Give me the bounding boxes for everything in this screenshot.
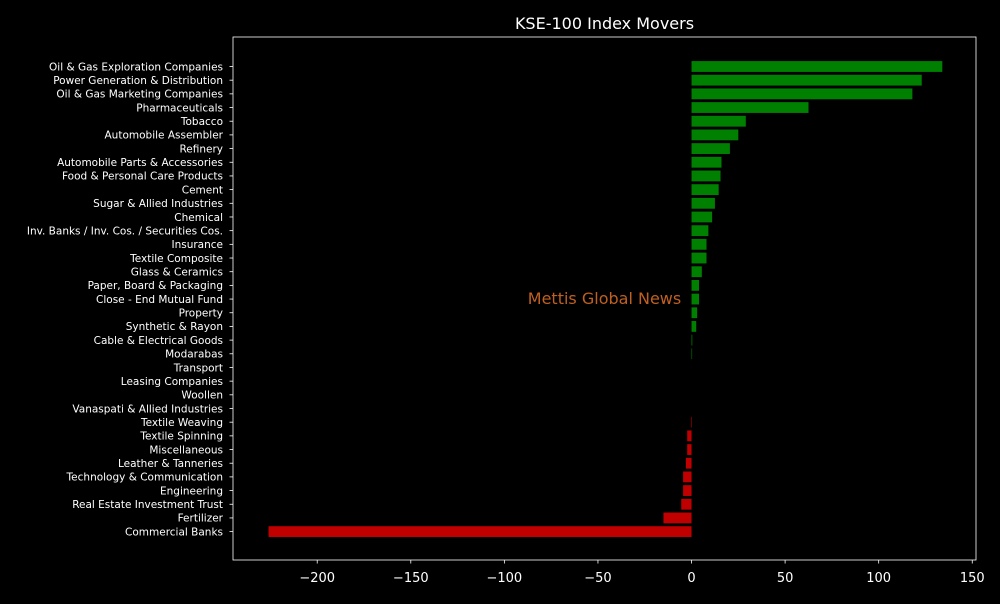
category-label: Inv. Banks / Inv. Cos. / Securities Cos. <box>27 225 223 237</box>
category-label: Glass & Ceramics <box>131 267 223 279</box>
x-tick-label: −200 <box>299 571 335 586</box>
bar-4 <box>691 115 746 127</box>
bar-12 <box>691 225 709 237</box>
category-label: Textile Spinning <box>139 431 223 443</box>
x-tick-label: 100 <box>866 571 891 586</box>
bar-11 <box>691 211 713 223</box>
bar-5 <box>691 129 739 141</box>
bar-13 <box>691 238 707 250</box>
x-tick-label: 150 <box>960 571 985 586</box>
category-label: Textile Composite <box>129 253 223 265</box>
category-label: Oil & Gas Marketing Companies <box>56 89 223 101</box>
category-label: Woollen <box>181 390 223 402</box>
category-label: Property <box>179 308 223 320</box>
watermark-text: Mettis Global News <box>528 289 681 308</box>
bar-1 <box>691 74 922 86</box>
category-label: Modarabas <box>165 349 223 361</box>
plot-area-frame <box>232 36 977 561</box>
category-label: Commercial Banks <box>125 526 223 538</box>
category-label: Synthetic & Rayon <box>126 321 223 333</box>
bar-7 <box>691 156 722 168</box>
category-label: Cable & Electrical Goods <box>94 335 223 347</box>
category-label: Leasing Companies <box>121 376 223 388</box>
bar-14 <box>691 252 707 264</box>
category-label: Chemical <box>174 212 223 224</box>
category-label: Insurance <box>171 239 223 251</box>
bar-18 <box>691 307 698 319</box>
bar-20 <box>691 334 693 346</box>
bar-32 <box>681 498 692 510</box>
bar-34 <box>268 526 692 538</box>
bar-15 <box>691 266 702 278</box>
category-label: Pharmaceuticals <box>136 102 223 114</box>
category-label: Engineering <box>160 485 223 497</box>
x-tick-label: 0 <box>687 571 695 586</box>
x-tick-label: 50 <box>777 571 794 586</box>
category-labels: Oil & Gas Exploration Companies Power Gen… <box>27 61 233 538</box>
bar-8 <box>691 170 721 182</box>
bar-30 <box>683 471 692 483</box>
category-label: Automobile Parts & Accessories <box>57 157 223 169</box>
bar-2 <box>691 88 913 100</box>
bar-27 <box>687 430 692 442</box>
category-label: Cement <box>182 184 223 196</box>
bar-16 <box>691 279 700 291</box>
bar-28 <box>687 444 692 455</box>
bar-17 <box>691 293 700 305</box>
category-label: Automobile Assembler <box>105 130 224 142</box>
category-label: Refinery <box>179 143 223 155</box>
category-label: Vanaspati & Allied Industries <box>72 403 223 415</box>
category-label: Transport <box>173 362 223 374</box>
x-tick-label: −50 <box>584 571 611 586</box>
category-label: Oil & Gas Exploration Companies <box>49 61 223 73</box>
bar-0 <box>691 61 943 72</box>
category-label: Sugar & Allied Industries <box>93 198 223 210</box>
bar-29 <box>685 457 692 469</box>
chart-title: KSE-100 Index Movers <box>515 14 694 33</box>
x-tick-label: −100 <box>487 571 523 586</box>
x-tick-label: −150 <box>393 571 429 586</box>
bar-9 <box>691 184 719 196</box>
category-label: Power Generation & Distribution <box>53 75 223 87</box>
bar-33 <box>663 512 692 524</box>
category-label: Close - End Mutual Fund <box>96 294 223 306</box>
bar-26 <box>690 416 692 428</box>
category-label: Textile Weaving <box>140 417 223 429</box>
bar-6 <box>691 143 730 154</box>
category-label: Paper, Board & Packaging <box>88 280 223 292</box>
category-label: Miscellaneous <box>149 444 223 456</box>
category-label: Tobacco <box>180 116 223 128</box>
x-axis-ticks: −200 −150 −100 −50 0 50 100 150 <box>299 560 985 586</box>
category-label: Fertilizer <box>178 513 224 525</box>
category-label: Real Estate Investment Trust <box>72 499 223 511</box>
category-label: Food & Personal Care Products <box>62 171 223 183</box>
category-label: Leather & Tanneries <box>118 458 223 470</box>
bar-19 <box>691 321 697 332</box>
bar-21 <box>691 348 693 360</box>
category-label: Technology & Communication <box>66 472 223 484</box>
bar-31 <box>683 485 692 496</box>
bar-10 <box>691 197 715 209</box>
bar-3 <box>691 102 809 113</box>
bars-layer <box>268 61 943 538</box>
